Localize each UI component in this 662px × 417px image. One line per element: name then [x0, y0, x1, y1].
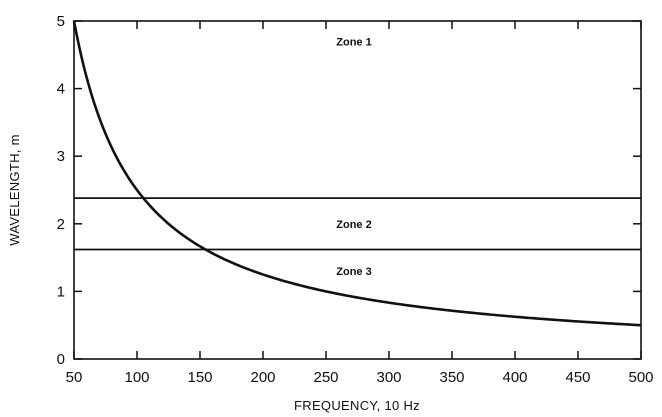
y-tick-label: 0: [57, 351, 65, 368]
x-tick-label: 300: [376, 369, 401, 386]
y-tick-label: 2: [57, 216, 65, 233]
y-tick-label: 4: [57, 81, 65, 98]
y-axis-title: WAVELENGTH, m: [7, 134, 22, 246]
x-axis-title: FREQUENCY, 10 Hz: [294, 398, 420, 413]
x-tick-label: 350: [439, 369, 464, 386]
x-tick-label: 450: [565, 369, 590, 386]
zone-label: Zone 1: [336, 36, 371, 48]
zone-label: Zone 3: [336, 266, 371, 278]
x-tick-label: 250: [313, 369, 338, 386]
x-tick-label: 100: [124, 369, 149, 386]
zone-label: Zone 2: [336, 219, 371, 231]
plot-frame: [73, 20, 642, 360]
y-tick-label: 1: [57, 283, 65, 300]
y-tick-label: 5: [57, 13, 65, 30]
x-tick-label: 200: [250, 369, 275, 386]
x-tick-label: 50: [66, 369, 83, 386]
x-tick-label: 400: [502, 369, 527, 386]
x-tick-label: 500: [628, 369, 653, 386]
y-tick-label: 3: [57, 148, 65, 165]
series-line: [72, 20, 642, 327]
x-tick-label: 150: [187, 369, 212, 386]
